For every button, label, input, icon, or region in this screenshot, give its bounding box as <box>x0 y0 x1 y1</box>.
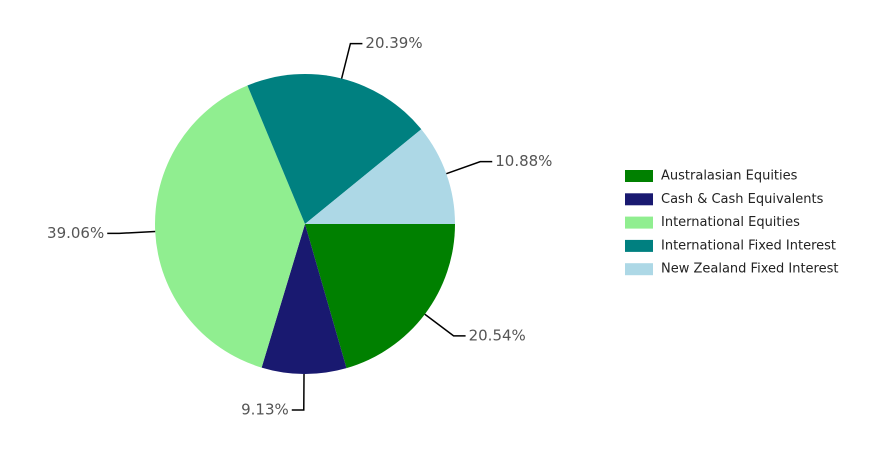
legend-label: New Zealand Fixed Interest <box>661 262 838 277</box>
pie-slice <box>261 224 347 374</box>
legend-swatch <box>625 170 653 182</box>
leader-line <box>424 313 466 337</box>
legend-label: International Fixed Interest <box>661 238 836 253</box>
legend-swatch <box>625 239 653 252</box>
pie-slice <box>155 85 305 368</box>
legend-swatch <box>625 263 653 276</box>
data-label: 9.13% <box>241 400 289 418</box>
pie-slice <box>305 129 455 224</box>
leader-line <box>340 42 363 79</box>
data-label: 20.39% <box>365 34 422 52</box>
leader-line <box>107 230 156 235</box>
legend-swatch <box>625 193 653 206</box>
legend-label: Cash & Cash Equivalents <box>661 192 824 207</box>
leader-line <box>291 373 305 411</box>
legend-swatch <box>625 216 653 229</box>
legend-label: Australasian Equities <box>661 169 798 184</box>
pie-slice <box>247 74 422 224</box>
data-label: 10.88% <box>495 152 552 170</box>
pie-slice <box>305 224 455 369</box>
leader-line <box>446 160 493 175</box>
legend-label: International Equities <box>661 215 800 230</box>
data-label: 20.54% <box>469 326 526 344</box>
data-label: 39.06% <box>47 224 104 242</box>
